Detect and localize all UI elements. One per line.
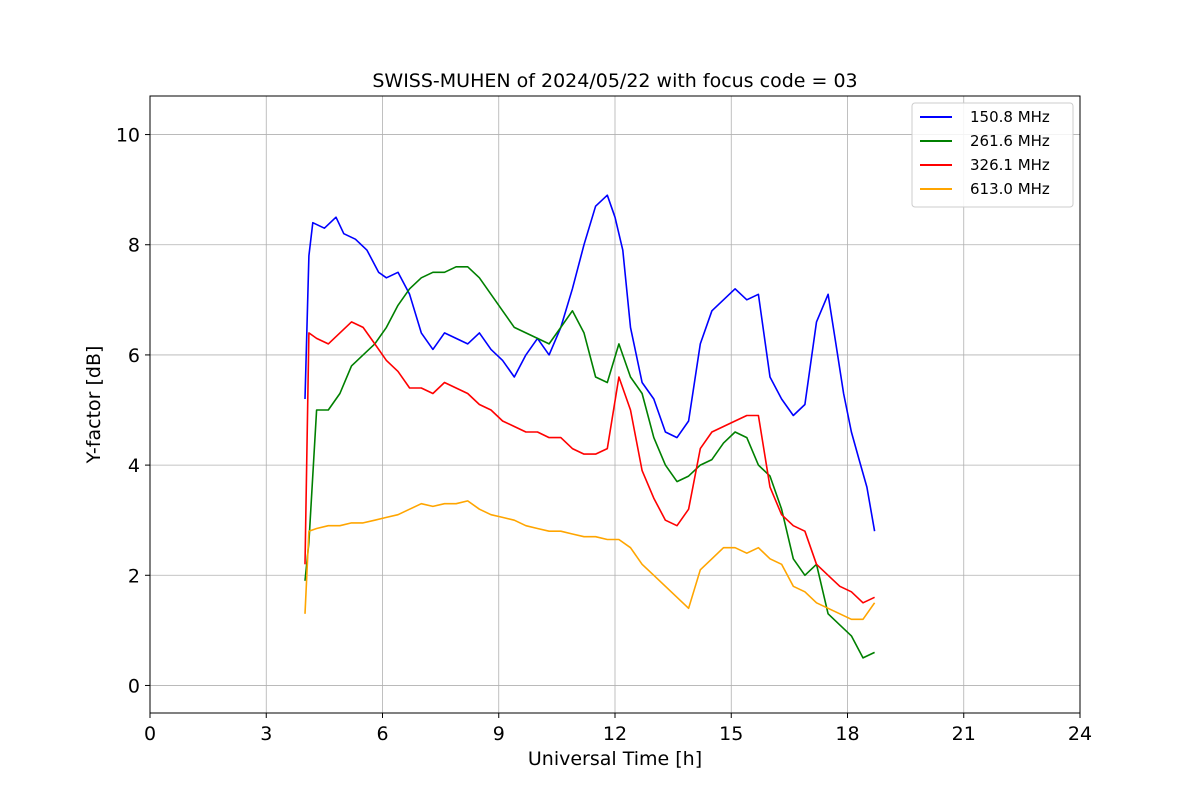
legend-box (911, 102, 1074, 208)
legend-label: 261.6 MHz (970, 132, 1050, 150)
y-tick-label: 4 (128, 455, 140, 477)
x-tick-label: 9 (493, 723, 505, 745)
x-axis: 0 3 6 9 12 15 18 21 24 (144, 713, 1092, 745)
y-tick-label: 2 (128, 565, 140, 587)
y-tick-label: 8 (128, 235, 140, 257)
x-tick-label: 24 (1068, 723, 1092, 745)
y-axis: 0 2 4 6 8 10 (116, 125, 150, 697)
series-line-1 (304, 194, 876, 532)
y-tick-label: 0 (128, 675, 140, 697)
chart-title: SWISS-MUHEN of 2024/05/22 with focus cod… (372, 70, 857, 92)
legend-label: 326.1 MHz (970, 156, 1050, 174)
series-line-2 (304, 265, 875, 659)
x-tick-label: 15 (719, 723, 743, 745)
series-line-3 (304, 321, 875, 604)
y-tick-label: 10 (116, 125, 140, 147)
x-tick-label: 21 (952, 723, 976, 745)
x-axis-label: Universal Time [h] (528, 748, 702, 770)
x-tick-label: 6 (376, 723, 388, 745)
legend-label: 150.8 MHz (970, 108, 1050, 126)
y-tick-label: 6 (128, 345, 140, 367)
series-line-4 (304, 500, 876, 621)
legend-label: 613.0 MHz (970, 180, 1050, 198)
x-tick-label: 18 (835, 723, 859, 745)
x-tick-label: 12 (603, 723, 627, 745)
x-tick-label: 3 (260, 723, 272, 745)
y-axis-label: Y-factor [dB] (83, 346, 105, 465)
series-lines (304, 194, 876, 659)
x-tick-label: 0 (144, 723, 156, 745)
legend: 150.8 MHz 261.6 MHz 326.1 MHz 613.0 MHz (911, 102, 1074, 208)
